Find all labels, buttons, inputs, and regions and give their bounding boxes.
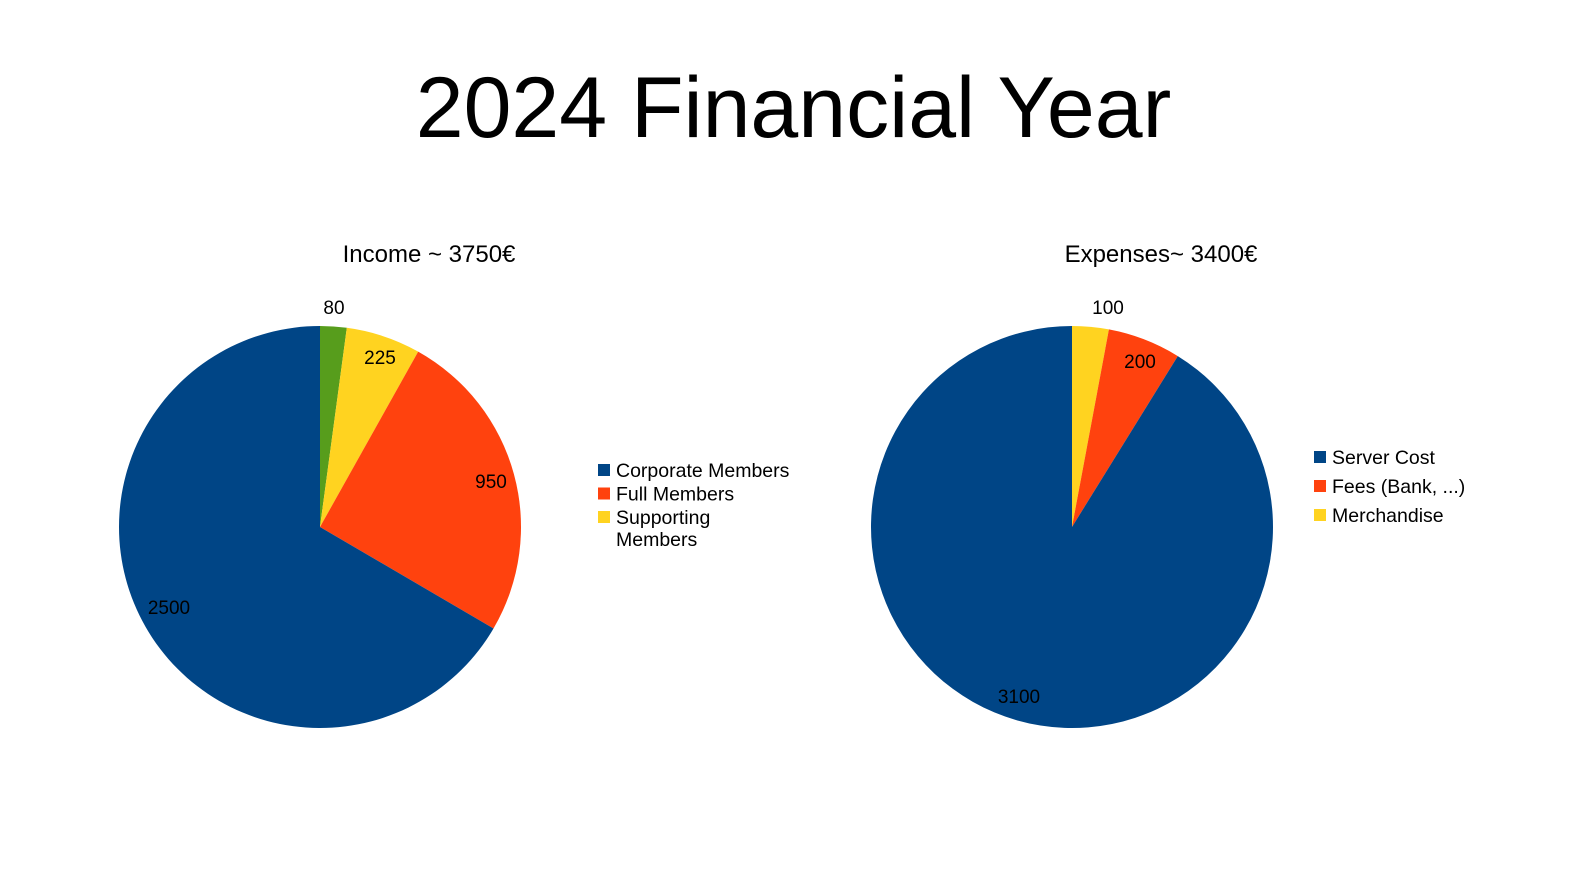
expenses-chart-title: Expenses~ 3400€ [1065,241,1258,268]
income-legend-swatch [598,487,610,500]
expenses-slice-200 [1072,329,1178,527]
income-chart-title: Income ~ 3750€ [343,241,516,268]
expenses-legend-swatch [1314,480,1326,492]
expenses-slice-100 [1072,326,1109,527]
income-data-label-80: 80 [323,298,344,319]
income-legend-label: Corporate Members [616,460,790,482]
income-slice-225 [320,327,419,527]
expenses-legend-swatch [1314,509,1326,521]
expenses-legend-label: Fees (Bank, ...) [1332,476,1465,498]
expenses-data-label-100: 100 [1092,298,1124,319]
expenses-data-label-200: 200 [1124,352,1156,373]
income-legend-item: Full Members [598,484,734,506]
income-pie-chart: Income ~ 3750€ 80 225 950 2500 Corporate Memb… [119,241,790,728]
income-slice-80 [320,326,347,527]
expenses-legend-label: Server Cost [1332,447,1436,469]
income-data-label-2500: 2500 [148,598,190,619]
income-legend-label: Full Members [616,484,734,506]
expenses-legend-swatch [1314,451,1326,463]
income-legend-label: Supporting [616,507,710,529]
income-legend-swatch [598,511,610,523]
expenses-legend-label: Merchandise [1332,505,1444,527]
page-title: 2024 Financial Year [415,60,1172,156]
income-slice-2500 [119,326,494,728]
income-legend-label: Members [616,529,698,551]
income-legend-swatch [598,464,610,476]
income-data-label-950: 950 [475,472,507,493]
expenses-legend-item: Server Cost [1314,447,1436,469]
expenses-legend-item: Fees (Bank, ...) [1314,476,1465,498]
income-legend-item: Corporate Members [598,460,790,482]
income-slice-950 [320,351,521,629]
expenses-pie-chart: Expenses~ 3400€ 100 200 3100 Server Cost Fees… [871,241,1465,729]
income-data-label-225: 225 [364,348,396,369]
expenses-slice-3100 [871,326,1273,729]
expenses-legend-item: Merchandise [1314,505,1444,527]
expenses-data-label-3100: 3100 [998,687,1040,708]
